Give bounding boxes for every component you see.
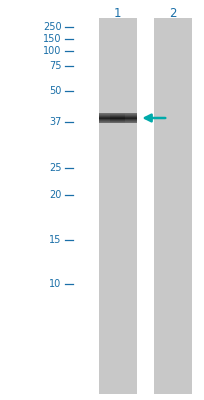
Text: 37: 37 xyxy=(49,117,61,127)
Text: 10: 10 xyxy=(49,279,61,289)
Text: 50: 50 xyxy=(49,86,61,96)
Text: 25: 25 xyxy=(49,163,61,173)
Text: 75: 75 xyxy=(49,61,61,71)
Text: 20: 20 xyxy=(49,190,61,200)
Text: 100: 100 xyxy=(43,46,61,56)
Bar xyxy=(153,18,191,394)
Text: 15: 15 xyxy=(49,235,61,245)
Text: 2: 2 xyxy=(169,7,176,20)
Text: 150: 150 xyxy=(43,34,61,44)
Text: 250: 250 xyxy=(43,22,61,32)
Bar xyxy=(98,18,136,394)
Text: 1: 1 xyxy=(114,7,121,20)
